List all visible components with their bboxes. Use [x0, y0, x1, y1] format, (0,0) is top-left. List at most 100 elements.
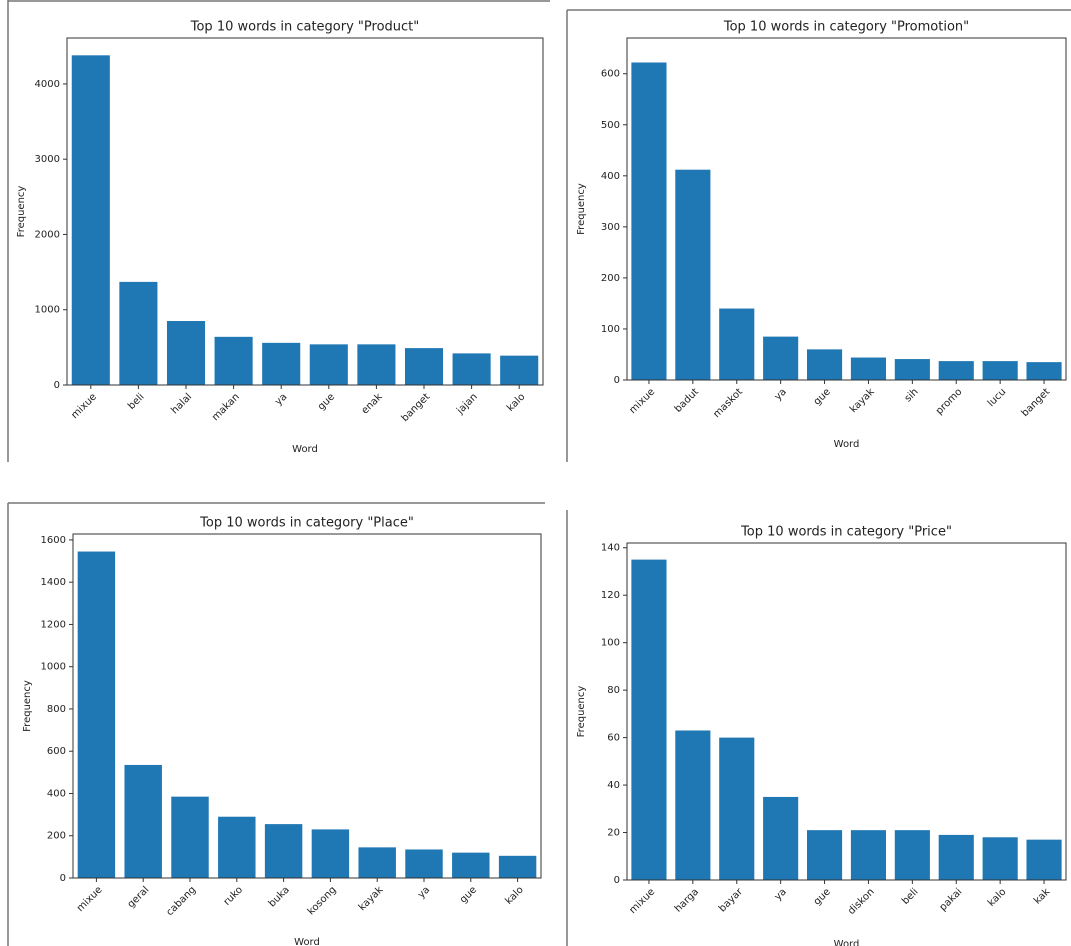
x-tick-label: gue	[458, 884, 479, 905]
y-axis-label: Frequency	[576, 183, 587, 235]
x-tick-label: makan	[210, 391, 242, 423]
x-axis-label: Word	[292, 444, 318, 455]
bar	[938, 834, 974, 880]
bar	[675, 169, 711, 380]
y-tick-label: 100	[601, 638, 620, 649]
x-axis-label: Word	[294, 937, 320, 946]
x-tick-label: kalo	[986, 886, 1008, 908]
y-tick-label: 120	[601, 590, 620, 601]
plot-frame	[72, 533, 542, 879]
x-tick-label: kak	[1032, 886, 1052, 906]
x-tick-label: jajan	[454, 391, 480, 417]
x-tick-label: ya	[416, 884, 432, 900]
bar	[850, 830, 887, 880]
bar	[77, 551, 116, 878]
y-axis-label: Frequency	[22, 680, 33, 732]
x-tick-label: kalo	[503, 884, 525, 906]
x-tick-label: diskon	[846, 886, 877, 917]
y-tick-label: 4000	[35, 79, 60, 90]
x-tick-label: promo	[934, 386, 965, 417]
x-tick-label: beli	[126, 391, 147, 412]
bar	[850, 357, 887, 380]
x-tick-label: pakai	[938, 886, 965, 913]
chart-title: Top 10 words in category "Promotion"	[723, 20, 969, 35]
x-tick-label: cabang	[164, 884, 198, 918]
y-tick-label: 140	[601, 543, 620, 554]
y-tick-label: 600	[47, 746, 66, 757]
bar	[171, 796, 209, 878]
x-tick-label: ruko	[222, 884, 245, 907]
bar	[894, 830, 930, 880]
y-tick-label: 300	[601, 222, 620, 233]
bar	[71, 55, 110, 385]
bar	[498, 855, 537, 878]
x-tick-label: mixue	[628, 886, 658, 916]
y-tick-label: 40	[607, 780, 620, 791]
x-tick-label: harga	[673, 886, 701, 914]
x-tick-label: geral	[126, 884, 152, 910]
x-axis-label: Word	[834, 939, 860, 946]
bar	[214, 336, 253, 385]
bar	[309, 344, 348, 385]
y-tick-label: 0	[54, 380, 60, 391]
y-tick-label: 1000	[41, 662, 66, 673]
y-tick-label: 2000	[35, 229, 60, 240]
x-tick-label: buka	[267, 884, 292, 909]
x-tick-label: gue	[812, 886, 833, 907]
bar	[405, 849, 443, 878]
y-tick-label: 1600	[41, 535, 66, 546]
bar	[982, 837, 1018, 880]
bar	[264, 824, 303, 878]
y-tick-label: 400	[601, 171, 620, 182]
x-tick-label: kayak	[357, 884, 386, 913]
x-tick-label: sih	[903, 386, 921, 404]
y-tick-label: 600	[601, 69, 620, 80]
bar	[675, 730, 711, 880]
x-tick-label: bayar	[717, 886, 746, 915]
x-tick-label: lucu	[986, 386, 1009, 409]
y-tick-label: 100	[601, 324, 620, 335]
y-tick-label: 3000	[35, 154, 60, 165]
y-tick-label: 500	[601, 120, 620, 131]
x-tick-label: halal	[169, 391, 194, 416]
bar	[166, 321, 206, 385]
x-tick-label: ya	[773, 386, 789, 402]
x-tick-label: kalo	[505, 391, 527, 413]
x-tick-label: mixue	[75, 884, 105, 914]
x-tick-label: kosong	[306, 884, 339, 917]
bar	[894, 359, 930, 380]
x-tick-label: gue	[316, 391, 337, 412]
y-tick-label: 0	[614, 875, 620, 886]
x-tick-label: ya	[773, 886, 789, 902]
bar	[262, 342, 301, 385]
y-tick-label: 800	[47, 704, 66, 715]
x-axis-label: Word	[834, 439, 860, 450]
y-tick-label: 200	[601, 273, 620, 284]
x-tick-label: kayak	[848, 386, 877, 415]
y-axis-label: Frequency	[576, 686, 587, 738]
x-tick-label: beli	[900, 886, 921, 907]
bar	[1026, 362, 1062, 380]
chart-title: Top 10 words in category "Price"	[740, 525, 952, 540]
x-tick-label: banget	[400, 391, 433, 424]
plot-frame	[626, 37, 1067, 381]
x-tick-label: gue	[812, 386, 833, 407]
x-tick-label: mixue	[69, 391, 99, 421]
bar	[982, 361, 1018, 380]
x-tick-label: maskot	[711, 386, 745, 420]
bar	[938, 361, 974, 380]
x-tick-label: mixue	[628, 386, 658, 416]
bar	[358, 847, 396, 878]
bar	[719, 737, 755, 880]
bar	[1026, 839, 1062, 880]
bar	[452, 353, 491, 385]
chart-title: Top 10 words in category "Place"	[199, 516, 414, 531]
x-tick-label: ya	[273, 391, 289, 407]
bar	[631, 62, 667, 380]
bar	[763, 336, 799, 380]
plot-frame	[626, 542, 1067, 881]
bar	[631, 559, 667, 880]
y-tick-label: 400	[47, 788, 66, 799]
bar	[311, 829, 350, 878]
